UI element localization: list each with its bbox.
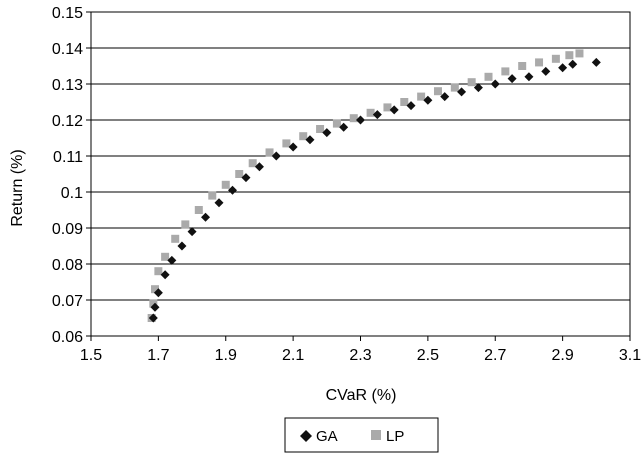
y-tick-label: 0.06: [52, 329, 83, 346]
data-point-ga: [524, 72, 534, 82]
data-point-lp: [535, 58, 544, 67]
x-axis-title: CVaR (%): [326, 387, 397, 404]
y-tick-label: 0.09: [52, 221, 83, 238]
x-tick-label: 3.1: [619, 347, 641, 364]
data-point-lp: [366, 108, 375, 117]
data-point-ga: [241, 173, 251, 183]
y-tick-label: 0.1: [61, 185, 83, 202]
data-point-ga: [423, 95, 433, 105]
x-tick-label: 2.7: [484, 347, 506, 364]
data-point-ga: [305, 135, 315, 145]
data-point-ga: [541, 66, 551, 76]
data-point-lp: [433, 87, 442, 96]
data-point-lp: [400, 98, 409, 106]
x-tick-label: 1.9: [215, 347, 237, 364]
data-point-ga: [440, 92, 450, 102]
y-tick-label: 0.14: [52, 41, 83, 58]
data-point-ga: [457, 87, 467, 97]
data-point-ga: [288, 142, 298, 152]
data-point-ga: [271, 151, 281, 161]
series-layer: [147, 49, 601, 323]
legend: GA LP: [284, 417, 439, 453]
data-point-ga: [167, 255, 177, 265]
data-point-lp: [149, 299, 158, 308]
x-tick-label: 2.1: [282, 347, 304, 364]
data-point-ga: [153, 288, 163, 298]
data-point-lp: [575, 49, 584, 58]
series-ga: [148, 57, 601, 323]
data-point-lp: [235, 170, 244, 178]
data-point-lp: [282, 139, 291, 148]
data-point-lp: [467, 78, 476, 87]
data-point-ga: [187, 227, 197, 237]
data-point-lp: [551, 54, 560, 63]
data-point-lp: [171, 234, 180, 243]
data-point-lp: [383, 103, 392, 112]
data-point-ga: [389, 105, 399, 115]
data-point-ga: [490, 79, 500, 89]
y-tick-label: 0.11: [53, 149, 83, 166]
data-point-ga: [372, 110, 382, 120]
data-point-ga: [160, 270, 170, 280]
data-point-ga: [356, 115, 365, 125]
x-tick-label: 2.5: [417, 347, 439, 364]
data-point-ga: [591, 57, 601, 67]
data-point-ga: [406, 101, 416, 111]
plot-area-frame: [90, 11, 631, 337]
series-lp: [147, 49, 584, 322]
data-point-lp: [265, 148, 274, 157]
y-tick-label: 0.12: [52, 113, 83, 130]
y-tick-label: 0.08: [52, 257, 83, 274]
data-point-ga: [568, 59, 578, 69]
y-tick-label: 0.13: [52, 77, 83, 94]
data-point-lp: [154, 267, 163, 276]
data-point-ga: [148, 313, 158, 323]
data-point-lp: [349, 114, 358, 123]
data-point-lp: [484, 72, 493, 81]
x-axis-ticks: 1.5 1.7 1.9 2.1 2.3 2.5 2.7 2.9 3.1: [80, 336, 641, 364]
x-tick-label: 2.9: [552, 347, 574, 364]
data-point-lp: [221, 180, 230, 189]
y-axis-title: Return (%): [9, 149, 26, 226]
data-point-lp: [501, 67, 510, 76]
data-point-lp: [208, 191, 217, 200]
data-point-lp: [332, 119, 341, 128]
data-point-ga: [227, 185, 237, 195]
data-point-ga: [254, 162, 264, 172]
data-point-ga: [150, 302, 160, 312]
data-point-ga: [473, 83, 483, 93]
data-point-lp: [161, 252, 170, 261]
legend-marker-lp: [371, 430, 381, 440]
y-tick-label: 0.07: [52, 293, 83, 310]
data-point-ga: [201, 212, 211, 222]
y-tick-label: 0.15: [52, 5, 83, 22]
data-point-lp: [565, 51, 574, 60]
data-point-lp: [194, 206, 203, 214]
data-point-lp: [181, 220, 190, 229]
y-axis-ticks: 0.06 0.07 0.08 0.09 0.1 0.11 0.12 0.13 0.14 0.15: [52, 5, 91, 346]
legend-label-lp: LP: [386, 428, 404, 445]
data-point-ga: [558, 63, 568, 73]
data-point-ga: [177, 241, 187, 251]
x-tick-label: 1.7: [147, 347, 169, 364]
legend-label-ga: GA: [316, 428, 338, 445]
data-point-lp: [248, 159, 257, 168]
data-point-lp: [518, 62, 527, 70]
data-point-lp: [316, 125, 325, 133]
data-point-lp: [417, 92, 426, 101]
data-point-ga: [507, 74, 517, 84]
data-point-ga: [214, 198, 224, 208]
data-point-ga: [322, 128, 332, 138]
legend-marker-ga: [300, 430, 312, 442]
data-point-lp: [450, 83, 459, 92]
data-point-lp: [299, 132, 308, 141]
x-tick-label: 2.3: [349, 347, 371, 364]
x-tick-label: 1.5: [80, 347, 102, 364]
data-point-ga: [339, 122, 349, 132]
data-point-lp: [151, 285, 160, 294]
